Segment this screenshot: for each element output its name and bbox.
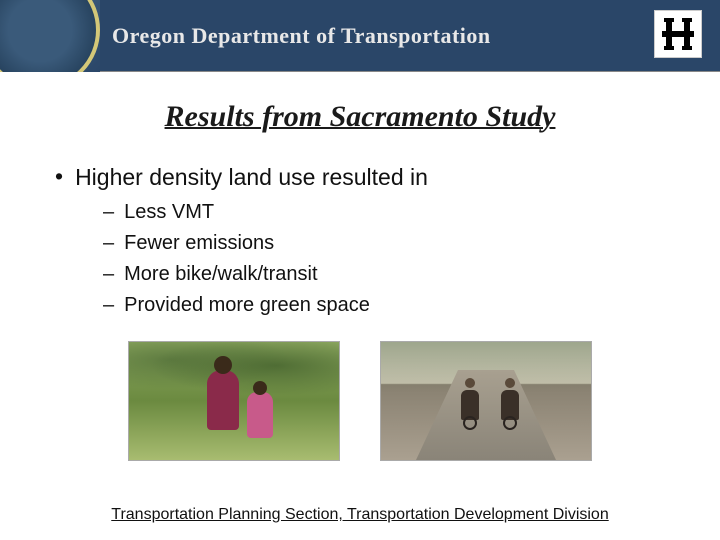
- footer-text: Transportation Planning Section, Transpo…: [0, 506, 720, 524]
- dash-icon: –: [103, 290, 114, 321]
- dash-icon: –: [103, 228, 114, 259]
- sub-bullet-text: More bike/walk/transit: [124, 259, 317, 290]
- image-row: [0, 341, 720, 461]
- header-bar: Oregon Department of Transportation: [0, 0, 720, 72]
- dash-icon: –: [103, 197, 114, 228]
- sub-bullet: – Provided more green space: [103, 290, 680, 321]
- sub-bullet: – More bike/walk/transit: [103, 259, 680, 290]
- main-bullet: • Higher density land use resulted in: [55, 164, 680, 191]
- photo-cyclists: [380, 341, 592, 461]
- sub-bullet: – Less VMT: [103, 197, 680, 228]
- state-seal: [0, 0, 100, 72]
- dash-icon: –: [103, 259, 114, 290]
- sub-bullet-text: Less VMT: [124, 197, 214, 228]
- bullet-dot-icon: •: [55, 164, 63, 189]
- sub-bullet-list: – Less VMT – Fewer emissions – More bike…: [103, 197, 680, 321]
- odot-logo-icon: [654, 10, 702, 58]
- sub-bullet: – Fewer emissions: [103, 228, 680, 259]
- sub-bullet-text: Provided more green space: [124, 290, 370, 321]
- slide-title: Results from Sacramento Study: [0, 100, 720, 134]
- dept-name: Oregon Department of Transportation: [112, 23, 491, 49]
- sub-bullet-text: Fewer emissions: [124, 228, 274, 259]
- content-area: • Higher density land use resulted in – …: [55, 164, 680, 321]
- photo-children-grass: [128, 341, 340, 461]
- main-bullet-text: Higher density land use resulted in: [75, 164, 428, 191]
